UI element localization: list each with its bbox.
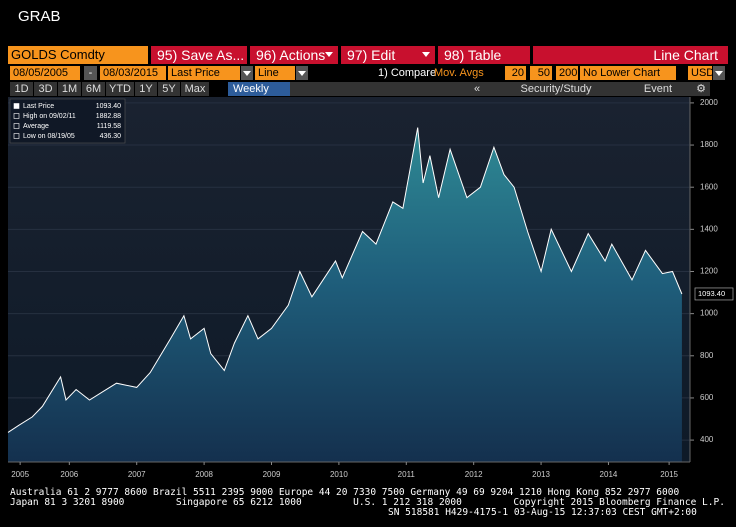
y-tick-label: 1000: [700, 309, 718, 318]
settings-icon[interactable]: ⚙: [694, 82, 708, 96]
dropdown[interactable]: [241, 66, 253, 80]
button-label: 96) Actions: [256, 47, 326, 63]
range-button[interactable]: 1D: [10, 82, 33, 96]
compare[interactable]: 1) Compare: [378, 67, 437, 79]
frequency[interactable]: Weekly: [228, 82, 290, 96]
range-button[interactable]: 1Y: [135, 82, 157, 96]
edit-button[interactable]: 97) Edit: [341, 46, 435, 64]
chart: 400 600 800 1000 1200 1400 1600 1800 2000 1093.40…: [7, 97, 734, 479]
last-price-label: 1093.40: [698, 289, 725, 298]
button-label: 97) Edit: [347, 47, 396, 63]
legend-label: High on 09/02/11: [23, 113, 76, 120]
legend-label: Last Price: [23, 103, 54, 110]
legend-label: Average: [23, 123, 49, 130]
y-tick-label: 1600: [700, 182, 718, 191]
legend-icon: [13, 113, 20, 119]
x-tick-label: 2006: [60, 470, 78, 479]
y-tick-label: 800: [700, 351, 714, 360]
range-button[interactable]: 5Y: [158, 82, 180, 96]
security-study[interactable]: Security/Study: [496, 82, 616, 96]
area: [8, 127, 682, 462]
y-tick-label: 1400: [700, 224, 718, 233]
x-tick-label: 2012: [465, 470, 483, 479]
x-tick-label: 2014: [600, 470, 618, 479]
x-tick-label: 2013: [532, 470, 550, 479]
collapse[interactable]: «: [466, 82, 488, 96]
end-date[interactable]: 08/03/2015: [100, 66, 166, 80]
period[interactable]: 50: [530, 66, 552, 80]
last-price-tag: [694, 287, 734, 301]
x-tick-label: 2011: [398, 470, 416, 479]
legend-icon: [13, 103, 20, 109]
currency[interactable]: USD: [688, 66, 714, 80]
mov-avgs[interactable]: Mov. Avgs: [434, 67, 484, 79]
legend-icon: [13, 133, 20, 139]
range-button[interactable]: 1M: [58, 82, 81, 96]
chart-type[interactable]: Line Chart: [533, 46, 728, 64]
y-tick-label: 1800: [700, 140, 718, 149]
legend-box: [9, 98, 126, 144]
legend-value: 1119.58: [97, 123, 121, 130]
table-button[interactable]: 98) Table: [438, 46, 530, 64]
x-tick-label: 2007: [128, 470, 146, 479]
footer-line: Australia 61 2 9777 8600 Brazil 5511 239…: [10, 487, 680, 498]
range-button[interactable]: YTD: [106, 82, 134, 96]
legend-value: 1882.88: [96, 113, 121, 120]
range-button[interactable]: 3D: [34, 82, 57, 96]
y-tick-label: 400: [700, 435, 714, 444]
actions-button[interactable]: 96) Actions: [250, 46, 338, 64]
start-date[interactable]: 08/05/2005: [10, 66, 80, 80]
x-tick-label: 2005: [11, 470, 29, 479]
period[interactable]: 200: [556, 66, 578, 80]
legend-label: Low on 08/19/05: [23, 133, 75, 140]
y-tick-label: 1200: [700, 267, 718, 276]
save-as-button[interactable]: 95) Save As...: [151, 46, 247, 64]
dropdown[interactable]: [713, 66, 725, 80]
y-tick-label: 2000: [700, 98, 718, 107]
x-tick-label: 2015: [660, 470, 678, 479]
period[interactable]: 20: [505, 66, 526, 80]
event[interactable]: Event: [626, 82, 690, 96]
field-select[interactable]: Last Price: [168, 66, 240, 80]
security-field[interactable]: GOLDS Comdty: [8, 46, 148, 64]
range-button[interactable]: Max: [181, 82, 209, 96]
range-button[interactable]: 6M: [82, 82, 105, 96]
window-title: GRAB: [18, 8, 61, 25]
x-tick-label: 2010: [330, 470, 348, 479]
style-select[interactable]: Line: [255, 66, 295, 80]
dropdown[interactable]: [296, 66, 308, 80]
x-tick-label: 2008: [195, 470, 213, 479]
footer-line: Japan 81 3 3201 8900 Singapore 65 6212 1…: [10, 497, 725, 508]
date-separator: -: [84, 66, 97, 80]
line: [7, 127, 683, 433]
footer-line: SN 518581 H429-4175-1 03-Aug-15 12:37:03…: [388, 507, 697, 518]
x-tick-label: 2009: [263, 470, 281, 479]
legend-value: 1093.40: [96, 103, 121, 110]
lower-chart[interactable]: No Lower Chart: [580, 66, 676, 80]
y-tick-label: 600: [700, 393, 714, 402]
legend-icon: [13, 123, 20, 129]
legend-value: 436.30: [100, 133, 122, 140]
